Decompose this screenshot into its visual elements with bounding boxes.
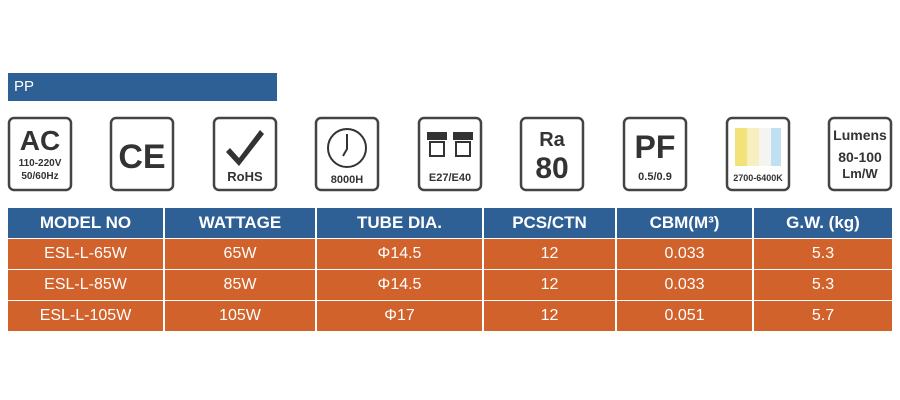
base-icon: E27/E40: [417, 116, 483, 192]
ra-icon: Ra 80: [519, 116, 585, 192]
table-cell: 5.3: [753, 238, 892, 270]
header-row: MODEL NO WATTAGE TUBE DIA. PCS/CTN CBM(M³) G.…: [8, 208, 892, 239]
table-cell: Φ17: [316, 300, 484, 332]
lumens-icon: Lumens 80-100 Lm/W: [827, 116, 893, 192]
base-label: E27/E40: [429, 172, 471, 184]
table-cell: Φ14.5: [316, 238, 484, 270]
table-cell: ESL-L-105W: [8, 300, 165, 332]
table-cell: 85W: [164, 269, 317, 301]
ce-label: CE: [118, 138, 165, 176]
table-cell: 5.7: [753, 300, 892, 332]
pf-value: 0.5/0.9: [638, 171, 672, 183]
table-cell: 65W: [164, 238, 317, 270]
life-icon: 8000H: [314, 116, 380, 192]
table-cell: 0.033: [616, 238, 754, 270]
pf-icon: PF 0.5/0.9: [622, 116, 688, 192]
table-cell: 12: [483, 238, 617, 270]
column-header: G.W. (kg): [753, 208, 892, 239]
table-cell: 12: [483, 300, 617, 332]
table-cell: ESL-L-85W: [8, 269, 165, 301]
table-cell: 105W: [164, 300, 317, 332]
table-cell: 5.3: [753, 269, 892, 301]
icon-row: AC 110-220V 50/60Hz CE RoHS 8000H E27/E4…: [7, 116, 893, 192]
ac-frequency: 50/60Hz: [21, 171, 58, 182]
ra-value: 80: [535, 152, 568, 185]
lumens-label: Lumens: [833, 127, 887, 143]
rohs-label: RoHS: [227, 169, 263, 184]
section-title: PP: [8, 73, 277, 101]
ce-icon: CE: [109, 116, 175, 192]
table-cell: Φ14.5: [316, 269, 484, 301]
column-header: TUBE DIA.: [316, 208, 484, 239]
lumens-unit: Lm/W: [842, 166, 878, 181]
table-cell: 0.051: [616, 300, 754, 332]
table-cell: 12: [483, 269, 617, 301]
ac-icon: AC 110-220V 50/60Hz: [7, 116, 73, 192]
column-header: CBM(M³): [616, 208, 754, 239]
table-row: ESL-L-85W 85W Φ14.5 12 0.033 5.3: [8, 269, 892, 301]
spec-table: MODEL NO WATTAGE TUBE DIA. PCS/CTN CBM(M³) G.…: [8, 208, 892, 332]
ac-voltage: 110-220V: [19, 158, 62, 169]
ra-label: Ra: [539, 129, 565, 151]
ac-label: AC: [20, 125, 60, 156]
rohs-icon: RoHS: [212, 116, 278, 192]
column-header: MODEL NO: [8, 208, 165, 239]
life-label: 8000H: [331, 174, 363, 186]
cct-icon: 2700-6400K: [725, 116, 791, 192]
lumens-value: 80-100: [838, 149, 882, 165]
column-header: PCS/CTN: [483, 208, 617, 239]
table-row: ESL-L-65W 65W Φ14.5 12 0.033 5.3: [8, 238, 892, 270]
table-body: ESL-L-65W 65W Φ14.5 12 0.033 5.3 ESL-L-85W 85W Φ…: [8, 238, 892, 332]
table-cell: ESL-L-65W: [8, 238, 165, 270]
table-cell: 0.033: [616, 269, 754, 301]
pf-label: PF: [635, 129, 676, 165]
cct-label: 2700-6400K: [733, 173, 783, 183]
table-row: ESL-L-105W 105W Φ17 12 0.051 5.7: [8, 300, 892, 332]
column-header: WATTAGE: [164, 208, 317, 239]
